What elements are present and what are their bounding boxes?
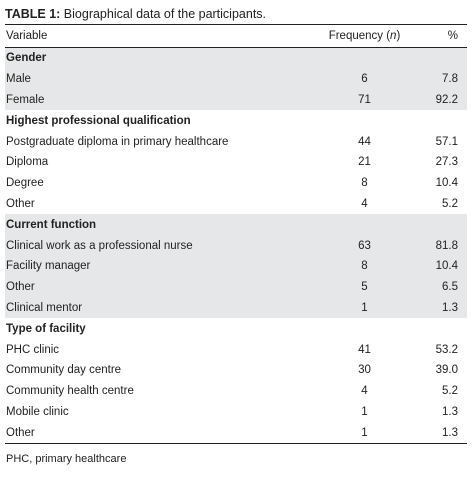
row-variable: Postgraduate diploma in primary healthca… [6,135,229,148]
row-variable: PHC clinic [6,343,60,356]
row-variable: Other [6,281,35,294]
row-variable: Female [6,93,45,106]
table-row: Degree 8 10.4 [5,173,467,194]
row-frequency: 1 [361,426,368,439]
header-row: Variable Frequency (n) % [5,25,467,47]
header-frequency: Frequency (n) [312,30,417,42]
group-header-row: Current function [5,214,467,236]
row-percent: 92.2 [435,93,458,106]
table-row: Clinical mentor 1 1.3 [5,297,467,319]
row-frequency: 8 [361,177,368,190]
row-frequency: 71 [358,93,371,106]
table-container: TABLE 1: Biographical data of the partic… [5,6,467,465]
table-row: Facility manager 8 10.4 [5,255,467,277]
row-variable: Facility manager [6,260,91,273]
table-row: Other 1 1.3 [5,422,467,443]
row-frequency: 1 [361,405,368,418]
row-variable: Clinical mentor [6,301,83,314]
row-variable: Community day centre [6,364,122,377]
table-row: Postgraduate diploma in primary healthca… [5,131,467,152]
table-body: Gender Male 6 7.8 Female 71 92.2 Highest profes… [5,48,467,443]
header-percent: % [447,30,458,42]
row-frequency: 44 [358,135,371,148]
top-rule [5,24,467,25]
row-frequency: 8 [361,260,368,273]
table-row: PHC clinic 41 53.2 [5,339,467,360]
group-title: Current function [6,218,97,231]
table-caption: TABLE 1: Biographical data of the partic… [5,6,467,24]
row-variable: Male [6,73,31,86]
table-row: Female 71 92.2 [5,89,467,111]
row-variable: Diploma [6,156,49,169]
group-header-row: Type of facility [5,318,467,339]
header-variable: Variable [6,30,48,42]
row-percent: 10.4 [435,177,458,190]
group-title: Highest professional qualification [6,114,191,127]
row-percent: 1.3 [442,301,458,314]
row-frequency: 4 [361,197,368,210]
row-percent: 39.0 [435,364,458,377]
row-percent: 1.3 [442,426,458,439]
row-percent: 10.4 [435,260,458,273]
group-header-row: Highest professional qualification [5,110,467,131]
table-row: Male 6 7.8 [5,68,467,90]
row-frequency: 41 [358,343,371,356]
table-row: Other 5 6.5 [5,276,467,298]
row-frequency: 4 [361,385,368,398]
group-header-row: Gender [5,48,467,69]
row-variable: Degree [6,177,44,190]
row-frequency: 30 [358,364,371,377]
table-row: Community health centre 4 5.2 [5,381,467,402]
row-percent: 1.3 [442,405,458,418]
header-rule [5,47,467,48]
row-variable: Community health centre [6,385,134,398]
header-frequency-n: n [390,30,397,42]
header-frequency-prefix: Frequency ( [328,30,391,42]
row-percent: 53.2 [435,343,458,356]
header-frequency-suffix: ) [396,30,401,42]
caption-text: Biographical data of the participants. [60,7,267,21]
table-footnote: PHC, primary healthcare [6,453,127,466]
row-percent: 7.8 [442,73,458,86]
row-variable: Other [6,426,35,439]
row-percent: 81.8 [435,239,458,252]
table-row: Other 4 5.2 [5,194,467,215]
row-frequency: 5 [361,281,368,294]
row-variable: Other [6,197,35,210]
table-row: Diploma 21 27.3 [5,152,467,173]
row-frequency: 6 [361,73,368,86]
row-percent: 5.2 [442,197,458,210]
row-frequency: 21 [358,156,371,169]
row-frequency: 1 [361,301,368,314]
row-percent: 6.5 [442,281,458,294]
row-percent: 5.2 [442,385,458,398]
row-percent: 57.1 [435,135,458,148]
row-variable: Mobile clinic [6,405,69,418]
table-row: Community day centre 30 39.0 [5,360,467,381]
bottom-rule [5,443,467,445]
group-title: Type of facility [6,322,86,335]
caption-label: TABLE 1: [5,7,61,21]
row-frequency: 63 [358,239,371,252]
group-title: Gender [6,52,47,65]
row-percent: 27.3 [435,156,458,169]
table-row: Clinical work as a professional nurse 63 8… [5,235,467,256]
table-row: Mobile clinic 1 1.3 [5,402,467,423]
row-variable: Clinical work as a professional nurse [6,239,193,252]
